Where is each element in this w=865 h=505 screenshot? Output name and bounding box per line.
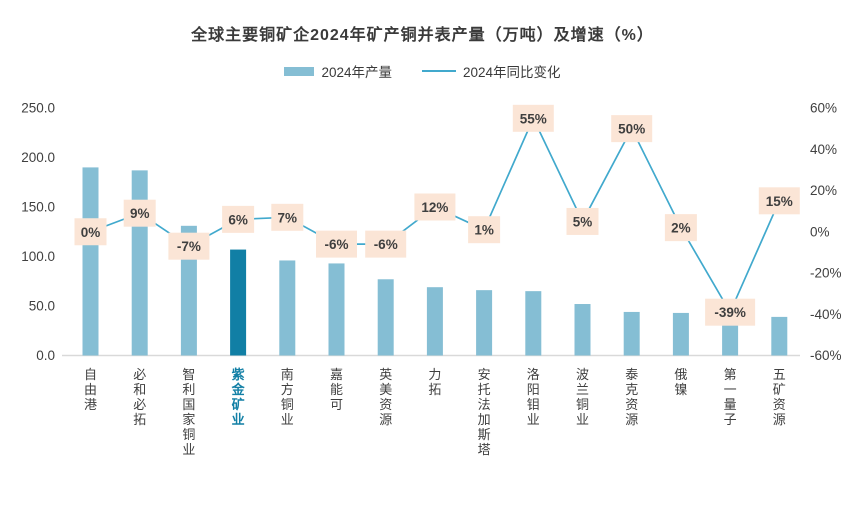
bar (279, 260, 296, 356)
right-axis-tick-label: 40% (810, 142, 837, 157)
category-label: 力拓 (428, 367, 441, 397)
bar (82, 167, 99, 356)
data-label-box (123, 199, 156, 227)
left-axis-tick-label: 200.0 (21, 150, 55, 165)
bar (672, 312, 689, 356)
bar (377, 279, 394, 356)
left-axis-tick-label: 50.0 (29, 299, 55, 314)
right-axis-tick-label: 20% (810, 183, 837, 198)
data-label: 7% (278, 210, 298, 225)
bar (131, 170, 148, 356)
category-label-highlighted: 紫金矿业 (231, 367, 246, 427)
category-label: 嘉能可 (330, 367, 343, 412)
category-label: 必和必拓 (133, 367, 146, 427)
bar-highlighted (230, 249, 247, 356)
data-label-box (705, 298, 756, 326)
data-label-box (512, 104, 554, 132)
chart-legend: 2024年产量 2024年同比变化 (0, 61, 845, 81)
right-axis-tick-label: 0% (810, 224, 830, 239)
category-label: 安托法加斯塔 (478, 367, 491, 457)
bar (623, 311, 640, 356)
legend-growth-label: 2024年同比变化 (463, 65, 561, 80)
category-label: 第一量子 (724, 367, 737, 427)
bar (328, 263, 345, 356)
data-label: -39% (714, 305, 746, 320)
category-label: 南方铜业 (281, 367, 294, 427)
category-label: 自由港 (84, 367, 97, 412)
bar (574, 304, 591, 356)
line-swatch-icon (422, 70, 456, 72)
data-label-box (74, 218, 107, 246)
data-label-box (468, 216, 501, 244)
data-label: 6% (228, 212, 248, 227)
category-label: 智利国家铜业 (182, 367, 195, 457)
category-label: 洛阳钼业 (527, 367, 540, 427)
category-label: 波兰铜业 (576, 367, 589, 427)
category-label: 英美资源 (379, 367, 392, 427)
data-label: 55% (520, 111, 547, 126)
bar (426, 287, 443, 356)
data-label: 12% (421, 200, 448, 215)
data-label: 50% (618, 122, 645, 137)
category-label: 五矿资源 (773, 367, 786, 427)
data-label: -6% (374, 237, 398, 252)
bar (771, 316, 788, 356)
legend-item-growth: 2024年同比变化 (422, 61, 561, 81)
data-label-box (168, 232, 210, 260)
right-axis-tick-label: -20% (810, 266, 842, 281)
data-label-box (365, 230, 407, 258)
legend-production-label: 2024年产量 (321, 65, 392, 80)
left-axis-tick-label: 100.0 (21, 249, 55, 264)
bar (476, 290, 493, 356)
data-label-box (664, 214, 697, 242)
legend-item-production: 2024年产量 (284, 61, 392, 81)
data-label-box (271, 203, 304, 231)
category-label: 泰克资源 (625, 367, 638, 427)
data-label-box (611, 115, 653, 143)
right-axis-tick-label: -60% (810, 348, 842, 363)
right-axis-tick-label: 60% (810, 101, 837, 116)
bar-swatch-icon (284, 66, 315, 76)
data-label-box (758, 187, 800, 215)
data-label: -6% (324, 237, 348, 252)
data-label: -7% (177, 239, 201, 254)
data-label-box (414, 193, 456, 221)
data-label: 15% (766, 194, 793, 209)
data-label: 1% (474, 223, 494, 238)
right-axis-tick-label: -40% (810, 307, 842, 322)
data-label-box (222, 205, 255, 233)
data-label-box (316, 230, 357, 258)
category-label: 俄镍 (674, 367, 687, 397)
chart-title: 全球主要铜矿企2024年矿产铜并表产量（万吨）及增速（%） (191, 27, 654, 44)
left-axis-tick-label: 150.0 (21, 200, 55, 215)
data-label-box (566, 207, 599, 235)
left-axis-tick-label: 250.0 (21, 101, 55, 116)
bar (525, 291, 542, 356)
left-axis-tick-label: 0.0 (36, 348, 55, 363)
data-label: 5% (573, 214, 593, 229)
data-label: 2% (671, 221, 691, 236)
data-label: 9% (130, 206, 150, 221)
data-label: 0% (81, 225, 101, 240)
